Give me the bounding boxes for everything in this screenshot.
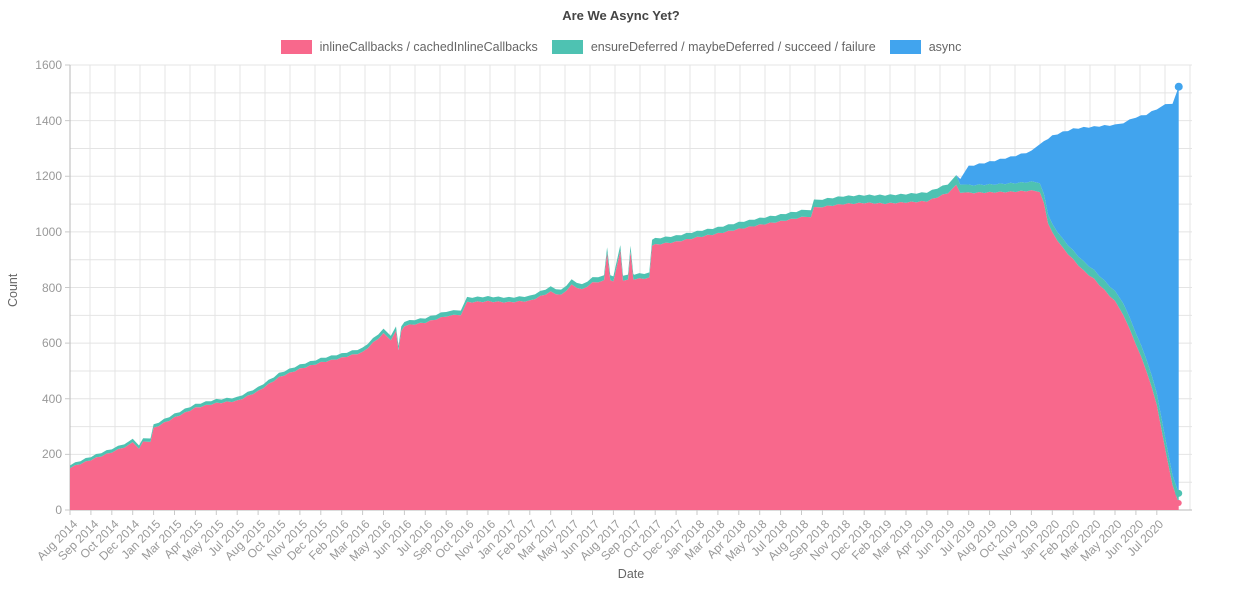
legend-swatch-teal xyxy=(551,40,583,54)
y-tick-label: 1400 xyxy=(35,113,62,128)
y-tick-label: 1600 xyxy=(35,58,62,72)
y-tick-label: 1000 xyxy=(35,224,62,239)
y-tick-label: 600 xyxy=(41,336,62,351)
chart-title: Are We Async Yet? xyxy=(562,8,680,23)
y-tick-label: 200 xyxy=(41,447,62,462)
y-tick-label: 1200 xyxy=(35,169,62,184)
y-axis-title: Count xyxy=(6,273,20,307)
legend-item-inlinecallbacks[interactable]: inlineCallbacks / cachedInlineCallbacks xyxy=(280,40,538,54)
legend-label: async xyxy=(928,40,962,54)
legend-label: inlineCallbacks / cachedInlineCallbacks xyxy=(319,40,538,54)
legend: inlineCallbacks / cachedInlineCallbacks … xyxy=(0,40,1242,54)
y-tick-label: 800 xyxy=(41,280,62,295)
y-tick-label: 400 xyxy=(41,391,62,406)
legend-item-async[interactable]: async xyxy=(889,40,962,54)
y-tick-label: 0 xyxy=(55,503,62,517)
legend-swatch-pink xyxy=(280,40,312,54)
legend-label: ensureDeferred / maybeDeferred / succeed… xyxy=(590,40,876,54)
x-axis-title: Date xyxy=(617,567,645,581)
legend-swatch-blue xyxy=(889,40,921,54)
legend-item-ensuredeferred[interactable]: ensureDeferred / maybeDeferred / succeed… xyxy=(551,40,876,54)
